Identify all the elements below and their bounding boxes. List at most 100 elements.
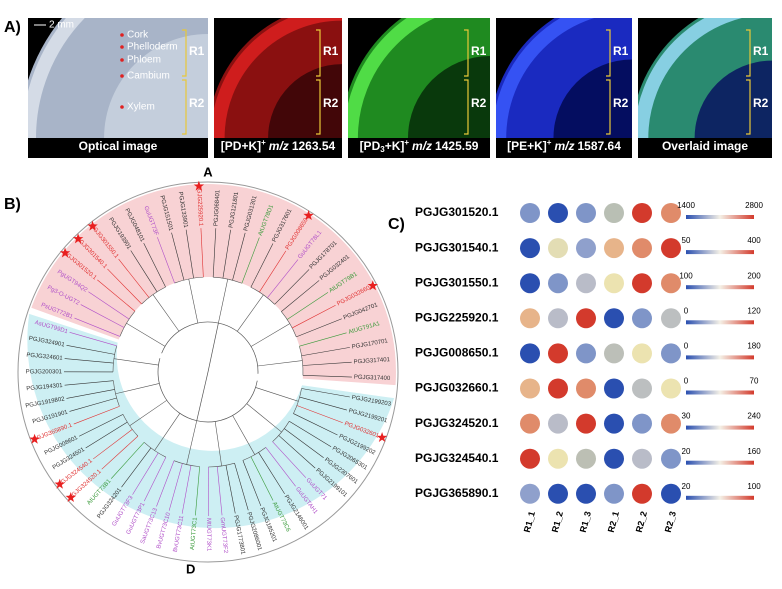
heatmap-cell xyxy=(520,273,540,294)
image-caption: Optical image xyxy=(79,139,158,153)
heatmap-cell xyxy=(548,343,568,364)
caption-part: + xyxy=(261,138,266,147)
branch xyxy=(69,397,117,412)
panel-b: PsUGT72B1Pg3-O-UGT2PgUGT94Q2PGJG301520.1… xyxy=(17,164,399,577)
gene-label: PGJG032660.1 xyxy=(415,381,499,395)
scale-max: 70 xyxy=(750,377,759,386)
branch xyxy=(73,406,120,425)
clade-label: A xyxy=(203,164,213,179)
branch xyxy=(293,413,338,436)
branch xyxy=(222,229,231,279)
caption-part: m/z xyxy=(412,139,432,153)
branch xyxy=(66,345,115,355)
panel-label: A) xyxy=(4,19,21,36)
branch xyxy=(101,435,139,470)
branch xyxy=(284,428,324,459)
tissue-image xyxy=(638,18,772,138)
heatmap-cell xyxy=(576,238,596,259)
heatmap-cell xyxy=(548,483,568,504)
branch xyxy=(143,457,167,502)
tissue-inner xyxy=(553,59,632,138)
star-marker xyxy=(59,247,71,258)
heatmap-cell xyxy=(548,448,568,469)
branch xyxy=(292,304,336,329)
heatmap-cell xyxy=(632,308,652,329)
region-label: R2 xyxy=(189,96,205,110)
region-label: R2 xyxy=(753,96,769,110)
heatmap-cell xyxy=(576,378,596,399)
branch xyxy=(188,278,199,324)
heatmap-cell xyxy=(520,378,540,399)
branch xyxy=(301,347,350,357)
leaf-label: PGJG121801 xyxy=(229,191,241,229)
scale-max: 160 xyxy=(747,447,761,456)
heatmap-cell xyxy=(604,308,624,329)
branch xyxy=(267,259,299,299)
star-marker xyxy=(193,180,205,191)
gene-label: PGJG301550.1 xyxy=(415,275,499,289)
clade-label: D xyxy=(186,562,195,577)
column-label: R1_2 xyxy=(550,510,565,533)
branch xyxy=(299,332,347,347)
heatmap-cell xyxy=(520,308,540,329)
image-caption: [PD3+K]+ m/z 1425.59 xyxy=(360,138,479,154)
branch xyxy=(301,388,350,398)
branch xyxy=(241,237,260,284)
heatmap-cell xyxy=(520,413,540,434)
scale-min: 0 xyxy=(684,377,689,386)
tissue-inner xyxy=(694,60,772,138)
caption-part: + xyxy=(547,138,552,147)
scale-bar-label: 2 mm xyxy=(49,20,74,31)
branch xyxy=(302,375,352,378)
heatmap-cell xyxy=(632,203,652,223)
branch xyxy=(274,269,310,305)
heatmap-cell xyxy=(632,273,652,294)
caption-part: +K] xyxy=(385,139,405,153)
branch xyxy=(154,413,181,451)
branch xyxy=(143,243,166,288)
branch xyxy=(250,456,274,501)
caption-part: Overlaid image xyxy=(662,139,748,153)
region-bracket xyxy=(464,29,469,135)
branch xyxy=(196,371,209,421)
image-caption: Overlaid image xyxy=(662,139,748,153)
heatmap-cell xyxy=(604,448,624,469)
heatmap-cell xyxy=(576,308,596,329)
region-label: R1 xyxy=(613,44,629,58)
scale-min: 100 xyxy=(679,271,693,280)
gene-label: PGJG225920.1 xyxy=(415,310,499,324)
branch xyxy=(115,383,160,395)
region-label: R2 xyxy=(613,96,629,110)
branch xyxy=(296,405,343,424)
tissue-inner xyxy=(104,34,208,138)
branch xyxy=(129,400,167,427)
star-marker xyxy=(376,432,388,442)
branch xyxy=(257,360,303,367)
gene-label: PGJG324520.1 xyxy=(415,416,499,430)
branch xyxy=(296,318,342,338)
star-marker xyxy=(29,433,40,444)
branch xyxy=(110,442,145,479)
column-label: R1_3 xyxy=(578,510,593,533)
image-caption: [PE+K]+ m/z 1587.64 xyxy=(507,138,621,153)
heatmap-cell xyxy=(632,343,652,364)
leaf-label: PGJG317400 xyxy=(354,375,391,382)
branch xyxy=(141,286,166,305)
tissue-label: Xylem xyxy=(127,102,155,113)
heatmap-cell xyxy=(548,273,568,294)
tissue-image xyxy=(28,18,208,138)
branch xyxy=(214,421,222,467)
heatmap-cell xyxy=(661,448,681,469)
heatmap-cell xyxy=(548,203,568,223)
branch xyxy=(232,232,246,281)
heatmap-cell xyxy=(632,448,652,469)
scale-min: 50 xyxy=(682,236,691,245)
leaf-label: PGJG133901 xyxy=(177,191,189,229)
branch xyxy=(121,447,152,488)
scale-max: 200 xyxy=(747,271,761,280)
region-bracket xyxy=(316,29,321,135)
tree-outline xyxy=(17,181,399,563)
caption-part: [PE+K] xyxy=(507,139,547,153)
